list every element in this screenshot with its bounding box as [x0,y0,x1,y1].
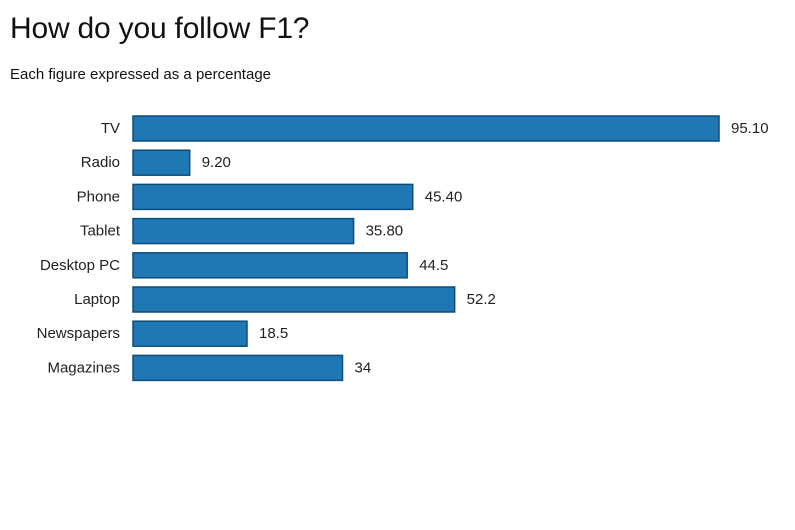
chart-subtitle: Each figure expressed as a percentage [10,66,271,83]
bar-radio [132,149,191,176]
value-label-radio: 9.20 [202,154,231,171]
category-label-magazines: Magazines [47,359,120,376]
value-label-tablet: 35.80 [366,223,404,240]
chart-title: How do you follow F1? [10,12,310,45]
value-label-desktop-pc: 44.5 [419,257,448,274]
value-label-newspapers: 18.5 [259,325,288,342]
value-label-phone: 45.40 [425,188,463,205]
value-label-laptop: 52.2 [467,291,496,308]
bar-tv [132,115,720,142]
category-label-tablet: Tablet [80,223,121,240]
bar-laptop [132,286,456,313]
value-label-tv: 95.10 [731,120,769,137]
bar-desktop-pc [132,252,408,279]
category-label-laptop: Laptop [74,291,120,308]
bar-tablet [132,217,355,245]
value-label-magazines: 34 [355,359,372,376]
category-label-tv: TV [101,120,120,137]
category-label-radio: Radio [81,154,120,171]
bar-phone [132,183,414,211]
category-label-desktop-pc: Desktop PC [40,257,120,274]
bar-newspapers [132,320,248,347]
category-label-newspapers: Newspapers [37,325,120,342]
category-label-phone: Phone [77,188,120,205]
bar-magazines [132,354,344,382]
